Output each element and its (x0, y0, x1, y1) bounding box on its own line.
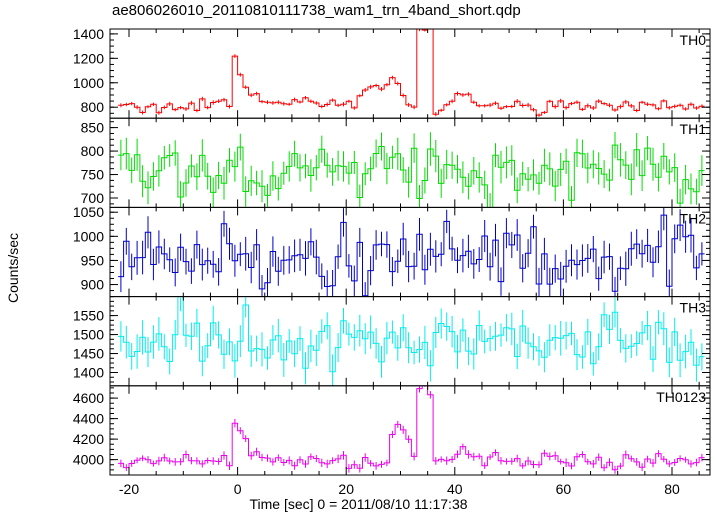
series-line-th3 (118, 296, 705, 373)
x-tick-label: 20 (338, 481, 354, 497)
panel-label-th2: TH2 (680, 210, 707, 226)
y-tick-label: 1400 (73, 365, 104, 381)
error-bars-th0 (120, 29, 703, 117)
panel-label-th3: TH3 (680, 300, 707, 316)
x-axis-label: Time [sec] 0 = 2011/08/10 11:17:38 (249, 496, 468, 512)
x-tick-label: 80 (664, 481, 680, 497)
y-tick-label: 1400 (73, 26, 104, 42)
y-tick-label: 800 (81, 143, 105, 159)
x-tick-label: 0 (234, 481, 242, 497)
chart-title: ae806026010_20110810111738_wam1_trn_4ban… (112, 2, 521, 19)
y-tick-label: 1200 (73, 50, 104, 66)
y-tick-label: 1000 (73, 228, 104, 244)
y-tick-label: 950 (81, 252, 105, 268)
y-tick-label: 4400 (73, 411, 104, 427)
series-line-th2 (118, 214, 705, 297)
panel-label-th0123: TH0123 (656, 389, 706, 405)
y-tick-label: 900 (81, 277, 105, 293)
y-tick-label: 1450 (73, 346, 104, 362)
x-tick-label: 60 (556, 481, 572, 497)
x-tick-label: -20 (119, 481, 139, 497)
panel-label-th0: TH0 (680, 32, 707, 48)
x-tick-label: 40 (447, 481, 463, 497)
y-tick-label: 4000 (73, 452, 104, 468)
y-tick-label: 1000 (73, 75, 104, 91)
series-line-th0 (118, 29, 705, 116)
y-tick-label: 750 (81, 167, 105, 183)
panel-label-th1: TH1 (680, 121, 707, 137)
error-bars-th3 (120, 296, 703, 386)
panel-frame-th0123 (109, 385, 711, 476)
y-tick-label: 850 (81, 120, 105, 136)
y-tick-label: 4200 (73, 431, 104, 447)
y-tick-label: 1550 (73, 308, 104, 324)
series-line-th0123 (118, 385, 705, 471)
y-tick-label: 800 (81, 99, 105, 115)
y-tick-label: 700 (81, 190, 105, 206)
y-tick-label: 1050 (73, 204, 104, 220)
error-bars-th0123 (120, 385, 703, 474)
series-line-th1 (118, 144, 705, 208)
y-tick-label: 1500 (73, 327, 104, 343)
error-bars-th2 (120, 207, 703, 297)
error-bars-th1 (120, 132, 703, 208)
y-tick-label: 4600 (73, 390, 104, 406)
